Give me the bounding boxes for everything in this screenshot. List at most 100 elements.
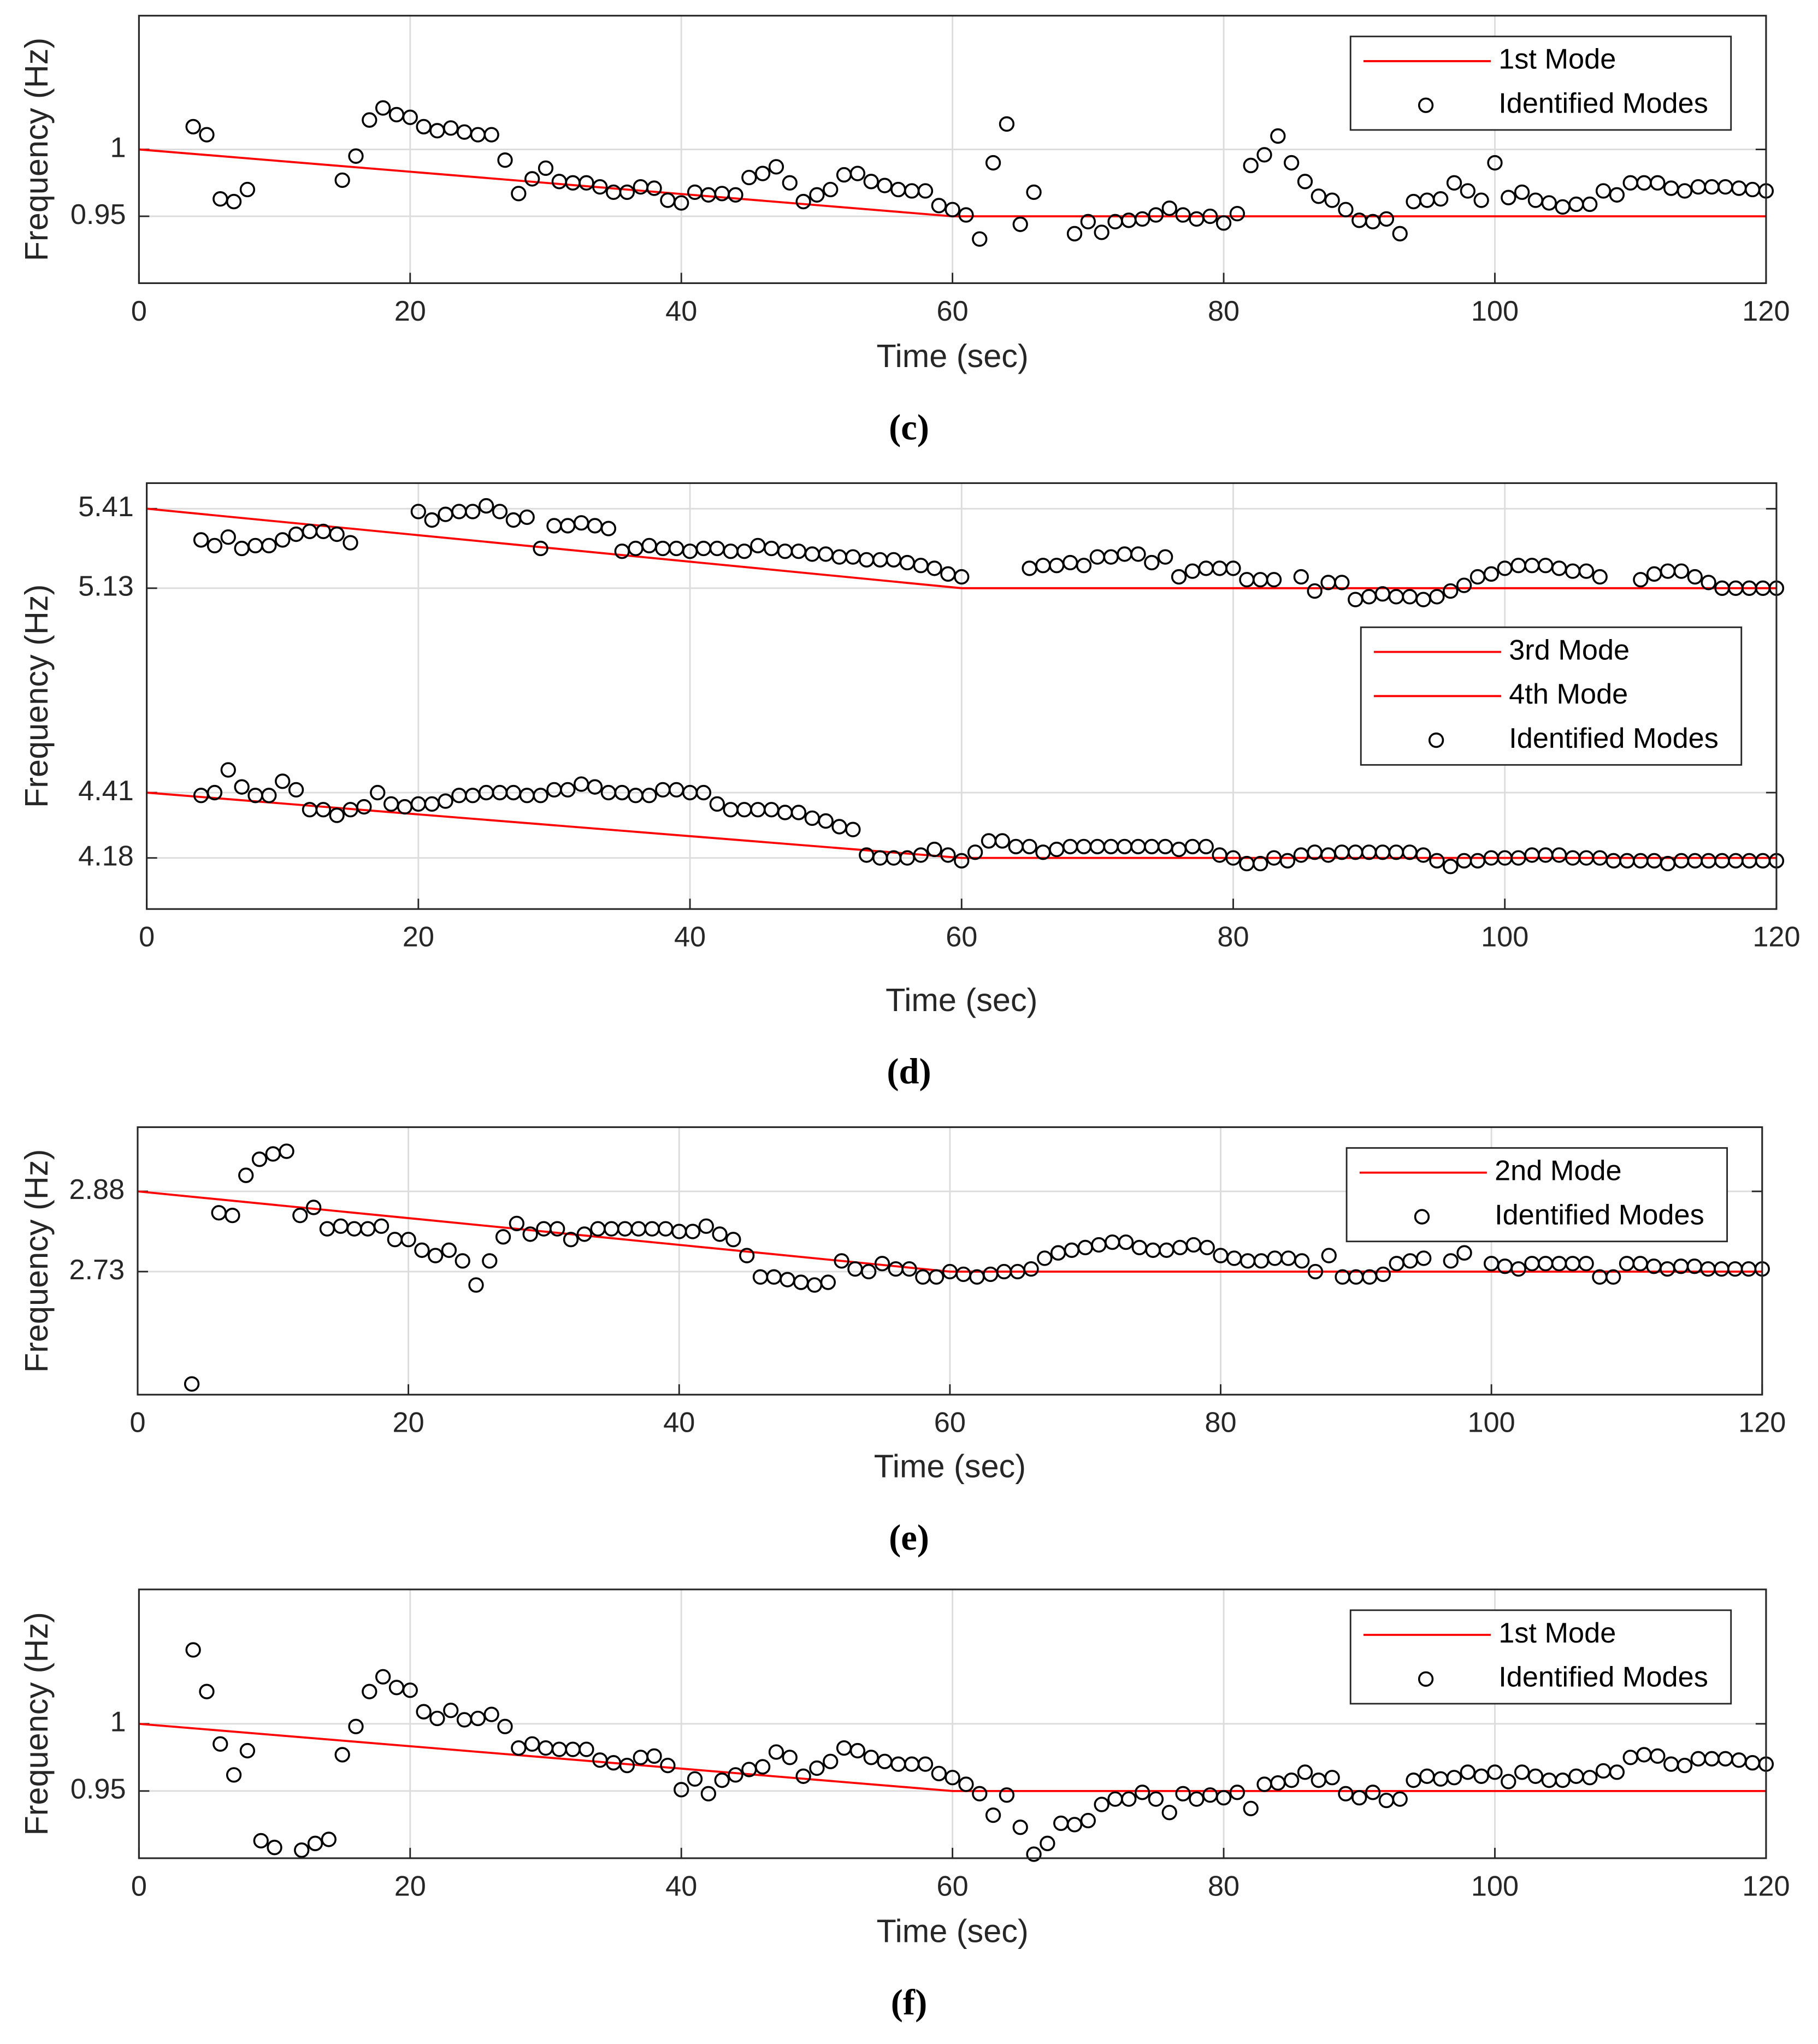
identified-mode-point	[1118, 1234, 1134, 1250]
identified-mode-point	[972, 1786, 988, 1801]
mode-line	[146, 507, 1776, 589]
identified-mode-point	[1415, 847, 1431, 863]
identified-mode-point	[519, 509, 535, 525]
identified-mode-point	[967, 844, 983, 860]
x-tick-label: 80	[1205, 1407, 1236, 1439]
axes-frame	[146, 482, 1778, 910]
identified-mode-point	[410, 504, 426, 519]
identified-mode-point	[478, 498, 494, 514]
identified-mode-point	[849, 1742, 866, 1759]
identified-mode-point	[1378, 211, 1395, 227]
identified-mode-point	[913, 847, 929, 863]
identified-mode-point	[1225, 850, 1241, 866]
identified-mode-point	[1582, 196, 1598, 212]
x-tick-label: 80	[1208, 296, 1239, 327]
identified-mode-point	[1483, 566, 1499, 582]
identified-mode-point	[641, 788, 657, 804]
y-tick-label: 0.95	[70, 1774, 126, 1805]
y-tick-label: 5.13	[78, 571, 134, 602]
identified-mode-point	[820, 1274, 836, 1290]
legend: 2nd Mode Identified Modes	[1345, 1147, 1728, 1243]
identified-mode-point	[1202, 208, 1218, 225]
identified-mode-point	[714, 1773, 730, 1788]
identified-mode-point	[1225, 560, 1241, 576]
y-axis-label: Frequency (Hz)	[18, 1149, 55, 1373]
x-tick-label: 100	[1471, 296, 1519, 327]
panel-caption: (c)	[889, 408, 929, 448]
identified-mode-point	[940, 847, 956, 863]
x-tick-label: 40	[663, 1407, 695, 1439]
identified-mode-point	[1158, 549, 1173, 565]
identified-mode-point	[1351, 1790, 1367, 1806]
identified-mode-point	[375, 100, 391, 116]
identified-mode-point	[563, 1232, 579, 1248]
identified-mode-point	[1270, 128, 1286, 144]
identified-mode-point	[1456, 1245, 1472, 1261]
identified-mode-point	[1199, 1239, 1215, 1256]
identified-mode-point	[709, 796, 725, 812]
identified-mode-point	[579, 1741, 594, 1757]
x-tick-label: 60	[946, 921, 977, 953]
identified-mode-point	[1094, 1797, 1109, 1812]
legend-label: Identified Modes	[1509, 723, 1719, 754]
identified-mode-point	[1338, 202, 1354, 217]
identified-mode-point	[1161, 200, 1177, 216]
identified-mode-point	[660, 1757, 676, 1774]
legend-swatch	[1414, 1209, 1430, 1225]
identified-mode-point	[736, 544, 752, 559]
identified-mode-point	[1555, 1773, 1571, 1788]
identified-mode-point	[483, 1706, 499, 1722]
identified-mode-point	[1501, 190, 1516, 205]
x-axis-label: Time (sec)	[876, 1912, 1028, 1949]
legend-label: Identified Modes	[1498, 88, 1708, 120]
y-tick-label: 1	[110, 132, 126, 163]
identified-mode-point	[795, 1768, 811, 1784]
identified-mode-point	[687, 1771, 703, 1787]
x-tick-label: 60	[937, 296, 969, 327]
x-tick-label: 20	[403, 921, 434, 953]
identified-mode-point	[261, 537, 277, 553]
identified-mode-point	[1510, 1261, 1526, 1277]
identified-mode-point	[1633, 572, 1649, 588]
identified-mode-point	[1595, 183, 1612, 199]
identified-mode-point	[768, 1744, 784, 1760]
identified-mode-point	[1297, 1764, 1313, 1780]
identified-mode-point	[315, 802, 331, 818]
identified-mode-point	[926, 841, 942, 858]
identified-mode-point	[443, 120, 459, 136]
x-tick-label: 120	[1752, 921, 1800, 953]
identified-mode-point	[1243, 1800, 1259, 1816]
x-axis-label: Time (sec)	[874, 1448, 1026, 1484]
identified-mode-point	[465, 504, 481, 519]
identified-mode-point	[1066, 226, 1083, 241]
panel-caption: (d)	[887, 1052, 931, 1092]
identified-mode-point	[1650, 175, 1666, 191]
identified-mode-point	[782, 175, 798, 191]
identified-mode-point	[429, 1710, 445, 1727]
identified-mode-point	[416, 119, 432, 135]
identified-mode-point	[1134, 211, 1150, 227]
identified-mode-point	[1307, 1263, 1324, 1280]
legend-swatch	[1418, 97, 1434, 113]
identified-mode-point	[1215, 1790, 1232, 1806]
identified-mode-point	[1076, 558, 1092, 574]
identified-mode-point	[294, 1842, 310, 1858]
x-axis-label: Time (sec)	[886, 982, 1037, 1018]
x-tick-label: 80	[1208, 1870, 1239, 1902]
x-tick-label: 120	[1738, 1407, 1786, 1439]
identified-mode-point	[917, 183, 934, 199]
identified-mode-point	[225, 1208, 240, 1224]
legend-box	[1349, 1609, 1732, 1705]
identified-mode-point	[1429, 853, 1445, 869]
identified-mode-point	[511, 186, 527, 202]
identified-mode-point	[438, 793, 453, 809]
x-tick-label: 0	[131, 1870, 147, 1902]
identified-mode-point	[1605, 1269, 1621, 1285]
identified-mode-point	[958, 1776, 974, 1792]
identified-mode-point	[928, 1269, 945, 1285]
identified-mode-point	[1215, 215, 1232, 231]
identified-mode-point	[509, 1215, 525, 1231]
identified-mode-point	[1229, 205, 1246, 222]
identified-mode-point	[1171, 569, 1187, 585]
identified-mode-point	[292, 1208, 308, 1224]
